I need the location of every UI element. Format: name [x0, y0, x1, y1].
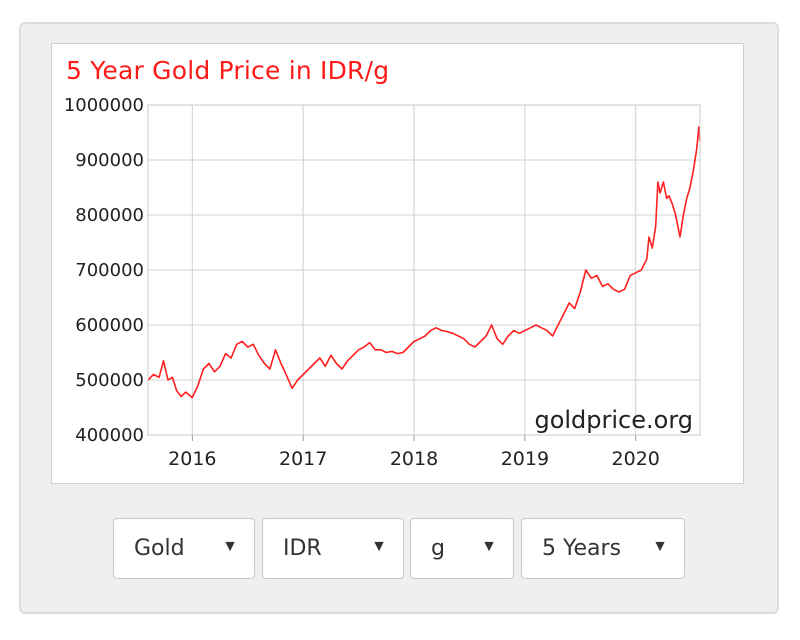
- price-line-series: [147, 126, 701, 399]
- x-tick-label: 2018: [390, 448, 438, 470]
- timespan-select[interactable]: 5 Years ▼: [521, 518, 685, 579]
- y-tick-label: 800000: [75, 205, 144, 226]
- chart-grid: [148, 104, 700, 441]
- x-tick-label: 2017: [279, 448, 327, 470]
- watermark: goldprice.org: [534, 406, 693, 434]
- caret-down-icon: ▼: [652, 538, 668, 555]
- currency-select-label: IDR: [283, 536, 322, 561]
- caret-down-icon: ▼: [371, 538, 387, 555]
- y-tick-label: 500000: [75, 370, 144, 391]
- unit-select-label: g: [431, 536, 445, 561]
- caret-down-icon: ▼: [222, 538, 238, 555]
- metal-select-label: Gold: [134, 536, 185, 561]
- x-axis-ticks: 2016 2017 2018 2019 2020: [168, 448, 660, 470]
- metal-select[interactable]: Gold ▼: [113, 518, 255, 579]
- x-tick-label: 2019: [501, 448, 549, 470]
- chart-title: 5 Year Gold Price in IDR/g: [66, 56, 390, 85]
- y-tick-label: 1000000: [64, 95, 144, 116]
- y-tick-label: 700000: [75, 260, 144, 281]
- currency-select[interactable]: IDR ▼: [262, 518, 404, 579]
- y-tick-label: 400000: [75, 425, 144, 446]
- y-axis-ticks: 400000 500000 600000 700000 800000 900000 1000…: [64, 95, 144, 446]
- unit-select[interactable]: g ▼: [410, 518, 514, 579]
- plot-area-border: [147, 104, 701, 436]
- caret-down-icon: ▼: [481, 538, 497, 555]
- y-tick-label: 900000: [75, 150, 144, 171]
- y-tick-label: 600000: [75, 315, 144, 336]
- x-tick-label: 2020: [612, 448, 660, 470]
- chart-card: [51, 43, 744, 484]
- timespan-select-label: 5 Years: [542, 536, 622, 561]
- x-tick-label: 2016: [168, 448, 216, 470]
- chart-series: [147, 126, 701, 399]
